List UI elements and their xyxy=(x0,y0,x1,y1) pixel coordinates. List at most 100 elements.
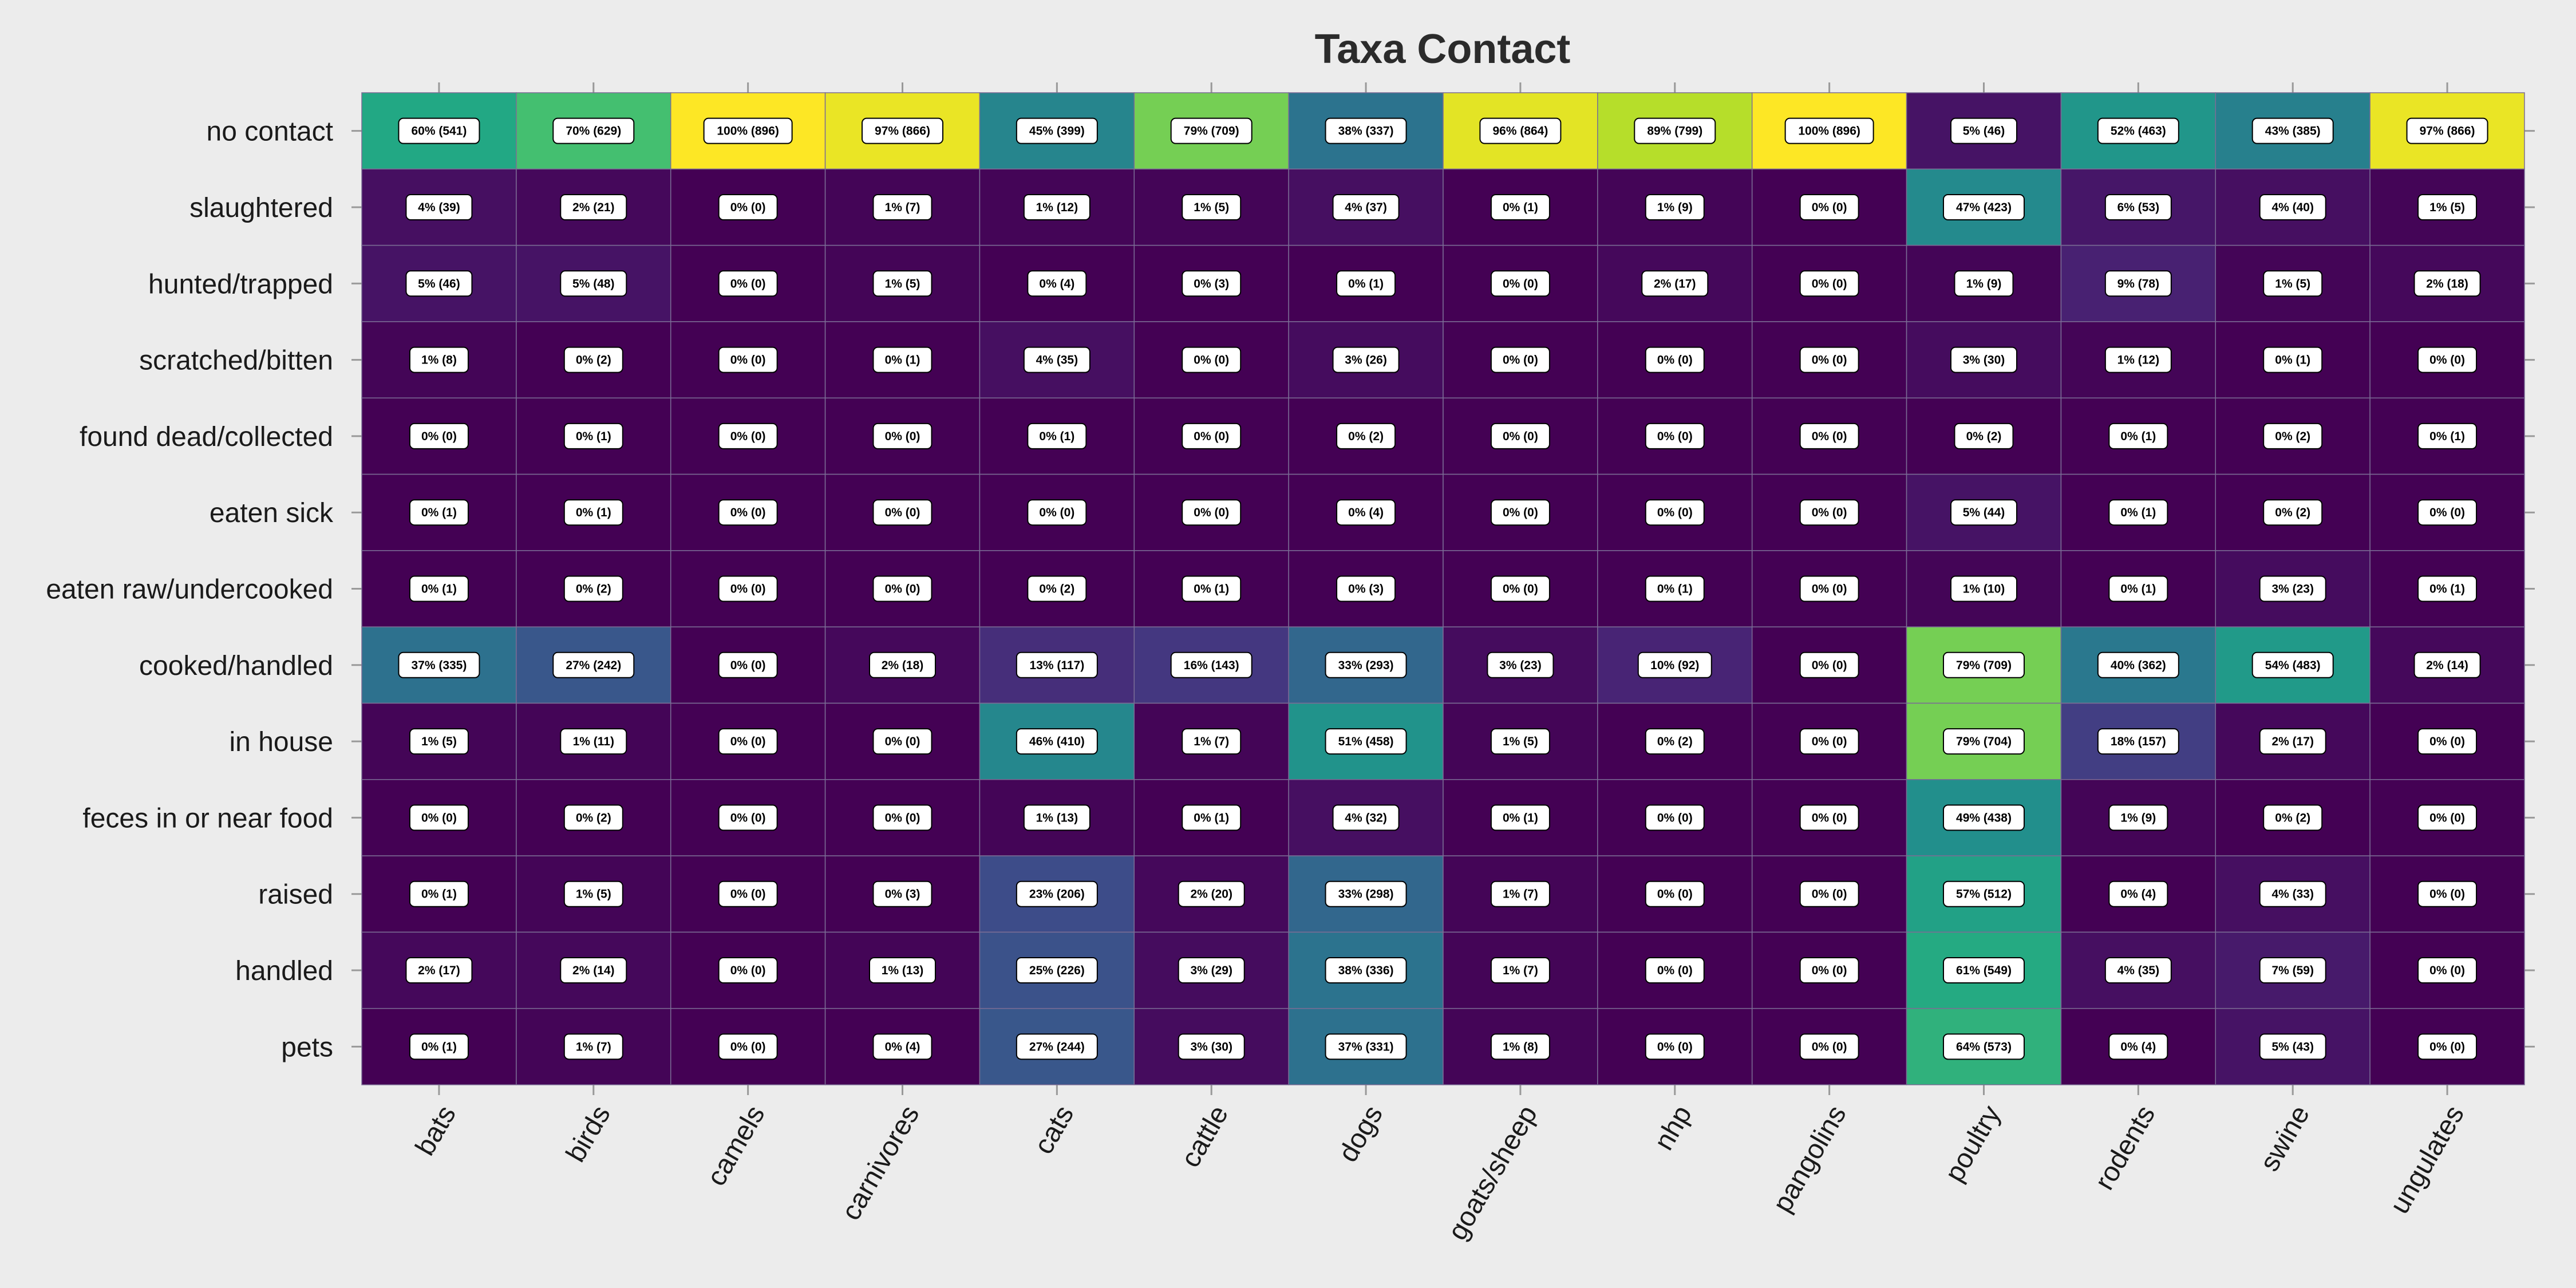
cell-label: 0% (0) xyxy=(421,430,457,443)
cell-label: 1% (12) xyxy=(2117,354,2160,367)
y-tick-label: eaten sick xyxy=(210,498,334,528)
cell-label: 43% (385) xyxy=(2265,125,2321,138)
cell-label: 27% (244) xyxy=(1029,1040,1085,1053)
cell-label: 0% (4) xyxy=(2120,888,2156,901)
cell-label: 0% (1) xyxy=(576,506,611,519)
y-tick-label: scratched/bitten xyxy=(139,346,333,376)
cell-label: 27% (242) xyxy=(566,659,621,672)
cell-label: 0% (0) xyxy=(2429,1040,2465,1053)
cell-label: 0% (2) xyxy=(1348,430,1384,443)
cell-label: 0% (0) xyxy=(1503,506,1538,519)
cell-label: 0% (4) xyxy=(2120,1040,2156,1053)
cell-label: 45% (399) xyxy=(1029,125,1085,138)
cell-label: 1% (5) xyxy=(2429,201,2465,214)
cell-label: 0% (1) xyxy=(1348,277,1384,290)
cell-label: 0% (0) xyxy=(730,201,766,214)
cell-label: 0% (0) xyxy=(1194,354,1229,367)
cell-label: 2% (17) xyxy=(2271,735,2314,748)
cell-label: 0% (1) xyxy=(1039,430,1074,443)
cell-label: 0% (0) xyxy=(1657,1040,1693,1053)
cell-label: 0% (1) xyxy=(2429,430,2465,443)
cell-label: 10% (92) xyxy=(1650,659,1699,672)
cell-label: 1% (7) xyxy=(1503,964,1538,977)
cell-label: 2% (20) xyxy=(1190,888,1232,901)
cell-label: 0% (0) xyxy=(730,1040,766,1053)
cell-label: 0% (2) xyxy=(576,354,611,367)
cell-label: 4% (37) xyxy=(1345,201,1387,214)
cell-label: 0% (0) xyxy=(1812,583,1847,596)
cell-label: 0% (1) xyxy=(1194,583,1229,596)
cell-label: 54% (483) xyxy=(2265,659,2321,672)
cell-label: 60% (541) xyxy=(411,125,467,138)
cell-label: 0% (0) xyxy=(885,506,920,519)
cell-label: 0% (3) xyxy=(885,888,920,901)
cell-label: 0% (0) xyxy=(1812,277,1847,290)
cell-label: 49% (438) xyxy=(1956,811,2012,824)
cell-label: 0% (0) xyxy=(1503,277,1538,290)
cell-label: 0% (4) xyxy=(1348,506,1384,519)
cell-label: 0% (0) xyxy=(885,583,920,596)
cell-label: 5% (46) xyxy=(1963,125,2005,138)
cell-label: 2% (18) xyxy=(2426,277,2468,290)
cell-label: 0% (0) xyxy=(885,811,920,824)
cell-label: 100% (896) xyxy=(717,125,779,138)
cell-label: 37% (331) xyxy=(1338,1040,1394,1053)
heatmap-cells xyxy=(362,93,2524,1085)
cell-label: 0% (0) xyxy=(1812,506,1847,519)
cell-label: 64% (573) xyxy=(1956,1040,2012,1053)
cell-label: 2% (17) xyxy=(1654,277,1696,290)
cell-label: 0% (2) xyxy=(576,811,611,824)
cell-label: 79% (704) xyxy=(1956,735,2012,748)
cell-label: 0% (0) xyxy=(1657,888,1693,901)
cell-label: 0% (0) xyxy=(1657,964,1693,977)
cell-label: 2% (14) xyxy=(2426,659,2468,672)
cell-label: 0% (0) xyxy=(730,277,766,290)
cell-label: 0% (0) xyxy=(730,354,766,367)
cell-label: 3% (30) xyxy=(1190,1040,1232,1053)
cell-label: 0% (3) xyxy=(1348,583,1384,596)
cell-label: 0% (0) xyxy=(1812,354,1847,367)
cell-label: 3% (26) xyxy=(1345,354,1387,367)
cell-label: 0% (0) xyxy=(1503,354,1538,367)
y-tick-label: hunted/trapped xyxy=(148,269,333,299)
cell-label: 97% (866) xyxy=(2420,125,2475,138)
cell-label: 4% (32) xyxy=(1345,811,1387,824)
cell-label: 1% (13) xyxy=(1036,811,1078,824)
cell-label: 0% (1) xyxy=(576,430,611,443)
cell-label: 0% (1) xyxy=(2275,354,2310,367)
y-tick-label: handled xyxy=(235,956,333,986)
cell-label: 0% (1) xyxy=(421,888,457,901)
cell-label: 0% (0) xyxy=(1503,583,1538,596)
cell-label: 0% (0) xyxy=(421,811,457,824)
cell-label: 0% (0) xyxy=(1039,506,1074,519)
cell-label: 0% (1) xyxy=(2120,506,2156,519)
cell-label: 38% (337) xyxy=(1338,125,1394,138)
cell-label: 0% (1) xyxy=(1503,201,1538,214)
cell-label: 0% (0) xyxy=(1812,1040,1847,1053)
cell-label: 18% (157) xyxy=(2111,735,2166,748)
cell-label: 6% (53) xyxy=(2117,201,2160,214)
cell-label: 0% (1) xyxy=(1657,583,1693,596)
y-tick-label: no contact xyxy=(207,117,333,147)
y-tick-label: raised xyxy=(258,880,333,910)
cell-label: 0% (1) xyxy=(421,583,457,596)
cell-label: 1% (5) xyxy=(885,277,920,290)
cell-label: 0% (0) xyxy=(1657,430,1693,443)
cell-label: 57% (512) xyxy=(1956,888,2012,901)
cell-label: 3% (23) xyxy=(2271,583,2314,596)
cell-label: 0% (0) xyxy=(2429,964,2465,977)
cell-label: 0% (4) xyxy=(1039,277,1074,290)
cell-label: 1% (12) xyxy=(1036,201,1078,214)
cell-label: 0% (0) xyxy=(1812,735,1847,748)
chart-title: Taxa Contact xyxy=(1315,26,1571,72)
cell-label: 0% (3) xyxy=(1194,277,1229,290)
cell-label: 5% (46) xyxy=(418,277,460,290)
cell-label: 0% (1) xyxy=(421,506,457,519)
cell-label: 0% (0) xyxy=(730,735,766,748)
cell-label: 3% (30) xyxy=(1963,354,2005,367)
cell-label: 0% (0) xyxy=(2429,888,2465,901)
cell-label: 5% (43) xyxy=(2271,1040,2314,1053)
cell-label: 9% (78) xyxy=(2117,277,2160,290)
cell-label: 33% (293) xyxy=(1338,659,1394,672)
